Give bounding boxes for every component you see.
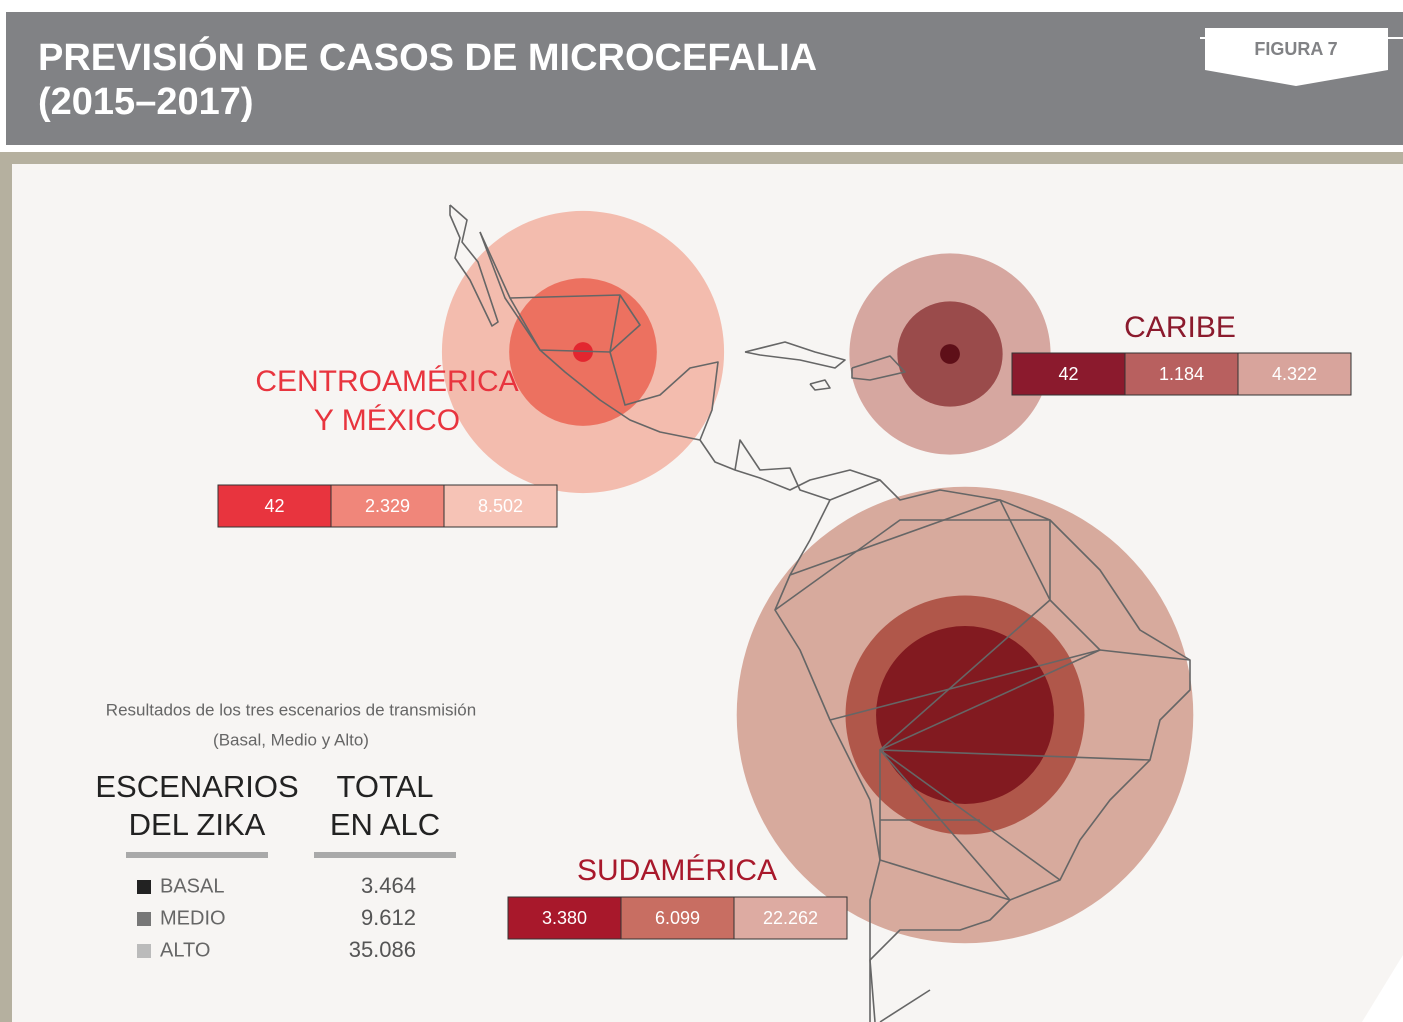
value-cell <box>1237 352 1352 396</box>
legend-heading: TOTAL <box>336 769 433 804</box>
legend-name: BASAL <box>160 875 224 897</box>
legend-heading: EN ALC <box>330 807 440 842</box>
legend-swatch <box>137 912 151 926</box>
legend-name: ALTO <box>160 939 210 961</box>
value-label: 2.329 <box>365 496 410 516</box>
island <box>851 355 906 381</box>
coast <box>479 231 881 491</box>
legend-total: 35.086 <box>349 937 416 962</box>
region-name: Y MÉXICO <box>314 404 460 437</box>
region-circle <box>876 626 1054 804</box>
legend-swatch <box>137 944 151 958</box>
region-name: CARIBE <box>1124 311 1236 344</box>
value-label: 3.380 <box>542 908 587 928</box>
value-label: 1.184 <box>1159 364 1204 384</box>
legend-total: 3.464 <box>361 873 416 898</box>
value-label: 4.322 <box>1272 364 1317 384</box>
border <box>879 749 1011 901</box>
legend-name: MEDIO <box>160 907 226 929</box>
map-outline <box>449 204 1191 1022</box>
coast <box>449 204 499 327</box>
value-label: 22.262 <box>763 908 818 928</box>
region-name: CENTROAMÉRICA <box>255 365 518 398</box>
border <box>829 649 1151 761</box>
value-cell <box>1011 352 1126 396</box>
border <box>789 499 1061 881</box>
coast <box>879 989 931 1022</box>
figure-label: FIGURA 7 <box>1254 39 1337 59</box>
heading-rule <box>314 852 456 858</box>
value-cell <box>507 896 622 940</box>
legend-subtitle: Resultados de los tres escenarios de tra… <box>106 700 476 719</box>
value-label: 42 <box>264 496 284 516</box>
header-bar <box>6 12 1403 145</box>
region-name: SUDAMÉRICA <box>577 854 777 887</box>
border <box>774 519 1191 661</box>
island <box>744 341 846 369</box>
value-cell <box>620 896 735 940</box>
island <box>809 379 831 391</box>
legend-total: 9.612 <box>361 905 416 930</box>
value-cell <box>1124 352 1239 396</box>
legend-subtitle: (Basal, Medio y Alto) <box>213 730 369 749</box>
value-label: 6.099 <box>655 908 700 928</box>
legend-heading: DEL ZIKA <box>129 807 266 842</box>
figure-tab <box>1205 28 1388 86</box>
title-line: PREVISIÓN DE CASOS DE MICROCEFALIA <box>38 35 817 79</box>
title-line: (2015–2017) <box>38 81 254 123</box>
region-circle <box>940 344 960 364</box>
heading-rule <box>126 852 268 858</box>
value-cell <box>443 484 558 528</box>
legend-heading: ESCENARIOS <box>95 769 298 804</box>
value-label: 8.502 <box>478 496 523 516</box>
border <box>734 439 831 501</box>
border <box>509 294 621 353</box>
value-label: 42 <box>1058 364 1078 384</box>
value-cell <box>733 896 848 940</box>
border <box>479 231 719 441</box>
coast <box>829 479 1191 1022</box>
legend-swatch <box>137 880 151 894</box>
value-cell <box>330 484 445 528</box>
